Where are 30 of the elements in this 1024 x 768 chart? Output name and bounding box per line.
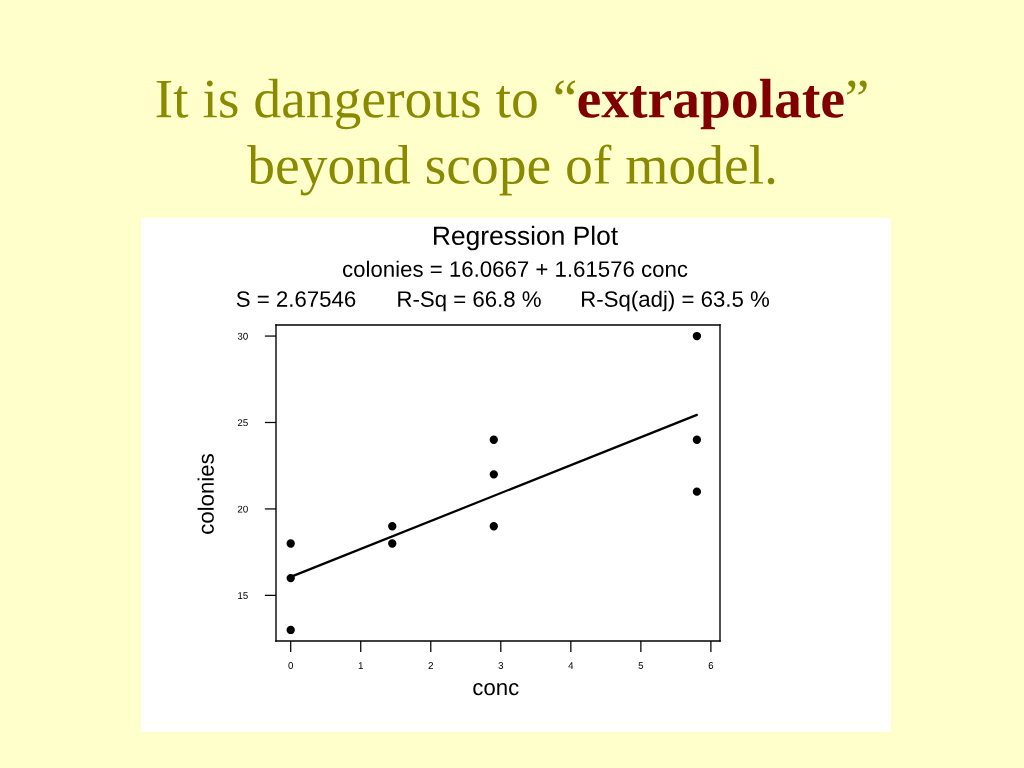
y-axis-title: colonies: [197, 454, 214, 534]
point: [286, 625, 295, 635]
x-axis-title: conc: [473, 683, 519, 696]
point: [286, 573, 295, 583]
point: [388, 522, 397, 531]
text: R-Sq = 66.8 %: [398, 291, 541, 312]
y-tick-label: 20: [237, 505, 248, 513]
point: [692, 331, 702, 341]
x-tick-label: 5: [638, 662, 644, 669]
text: S = 2.67546: [236, 291, 356, 307]
point: [489, 435, 498, 444]
x-tick-label: 0: [288, 662, 294, 669]
y-tick-label: 25: [237, 419, 248, 427]
chart-title: It is dangerous to “extrapolate” beyond scope of model.: [156, 78, 867, 196]
point: [489, 522, 498, 531]
x-tick-label: 4: [568, 662, 574, 669]
chart-subtitle: Regression Plot: [434, 225, 618, 251]
text: R-Sq(adj) = 63.5 %: [582, 290, 770, 312]
point: [286, 539, 295, 548]
point: [692, 487, 702, 496]
point: [692, 435, 702, 444]
x-tick-label: 1: [358, 662, 363, 669]
text: colonies = 16.0667 + 1.61576 conc: [342, 260, 688, 277]
y-tick-label: 30: [237, 332, 248, 340]
y-tick-label: 15: [238, 592, 248, 599]
x-tick-label: 3: [498, 662, 504, 669]
point: [388, 539, 397, 548]
x-tick-label: 2: [428, 662, 433, 669]
x-tick-label: 6: [708, 662, 714, 669]
point: [489, 470, 498, 479]
